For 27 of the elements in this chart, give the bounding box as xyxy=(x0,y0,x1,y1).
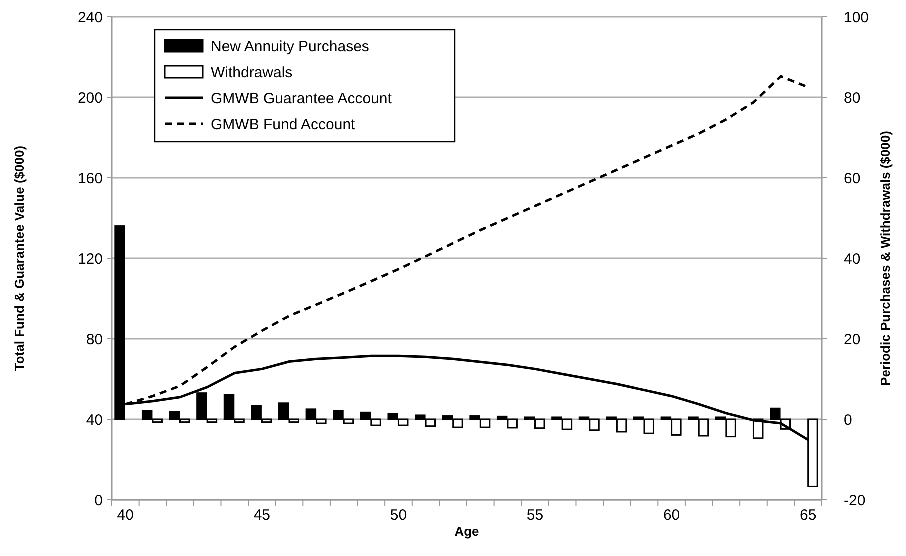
y-tick-label: 240 xyxy=(78,9,103,26)
x-tick-label: 65 xyxy=(800,507,817,524)
y-axis-title: Total Fund & Guarantee Value ($000) xyxy=(12,146,27,372)
x-axis-title: Age xyxy=(454,524,480,539)
y-tick-label: 160 xyxy=(78,170,103,188)
legend-label: GMWB Guarantee Account xyxy=(211,90,393,108)
y-tick-label: 0 xyxy=(94,492,103,510)
x-tick-label: 60 xyxy=(663,507,680,524)
x-tick-label: 45 xyxy=(254,507,271,524)
y2-tick-label: 80 xyxy=(844,90,861,107)
x-tick-label: 40 xyxy=(117,507,134,524)
y2-tick-label: 40 xyxy=(844,250,861,268)
legend-label: Withdrawals xyxy=(211,64,293,82)
y2-tick-label: 0 xyxy=(844,412,852,429)
y2-tick-label: -20 xyxy=(844,492,866,510)
y-tick-label: 120 xyxy=(78,250,103,268)
y2-tick-label: 60 xyxy=(844,170,861,188)
y-tick-label: 40 xyxy=(86,412,103,429)
y2-tick-label: 20 xyxy=(844,331,861,348)
legend-label: New Annuity Purchases xyxy=(211,38,370,56)
y2-tick-label: 100 xyxy=(844,9,870,26)
x-tick-label: 55 xyxy=(526,507,544,524)
y-tick-label: 200 xyxy=(78,90,103,107)
y2-axis-title: Periodic Purchases & Withdrawals ($000) xyxy=(878,131,893,386)
x-tick-label: 50 xyxy=(390,507,408,524)
y-tick-label: 80 xyxy=(86,331,103,348)
legend-label: GMWB Fund Account xyxy=(211,116,356,134)
